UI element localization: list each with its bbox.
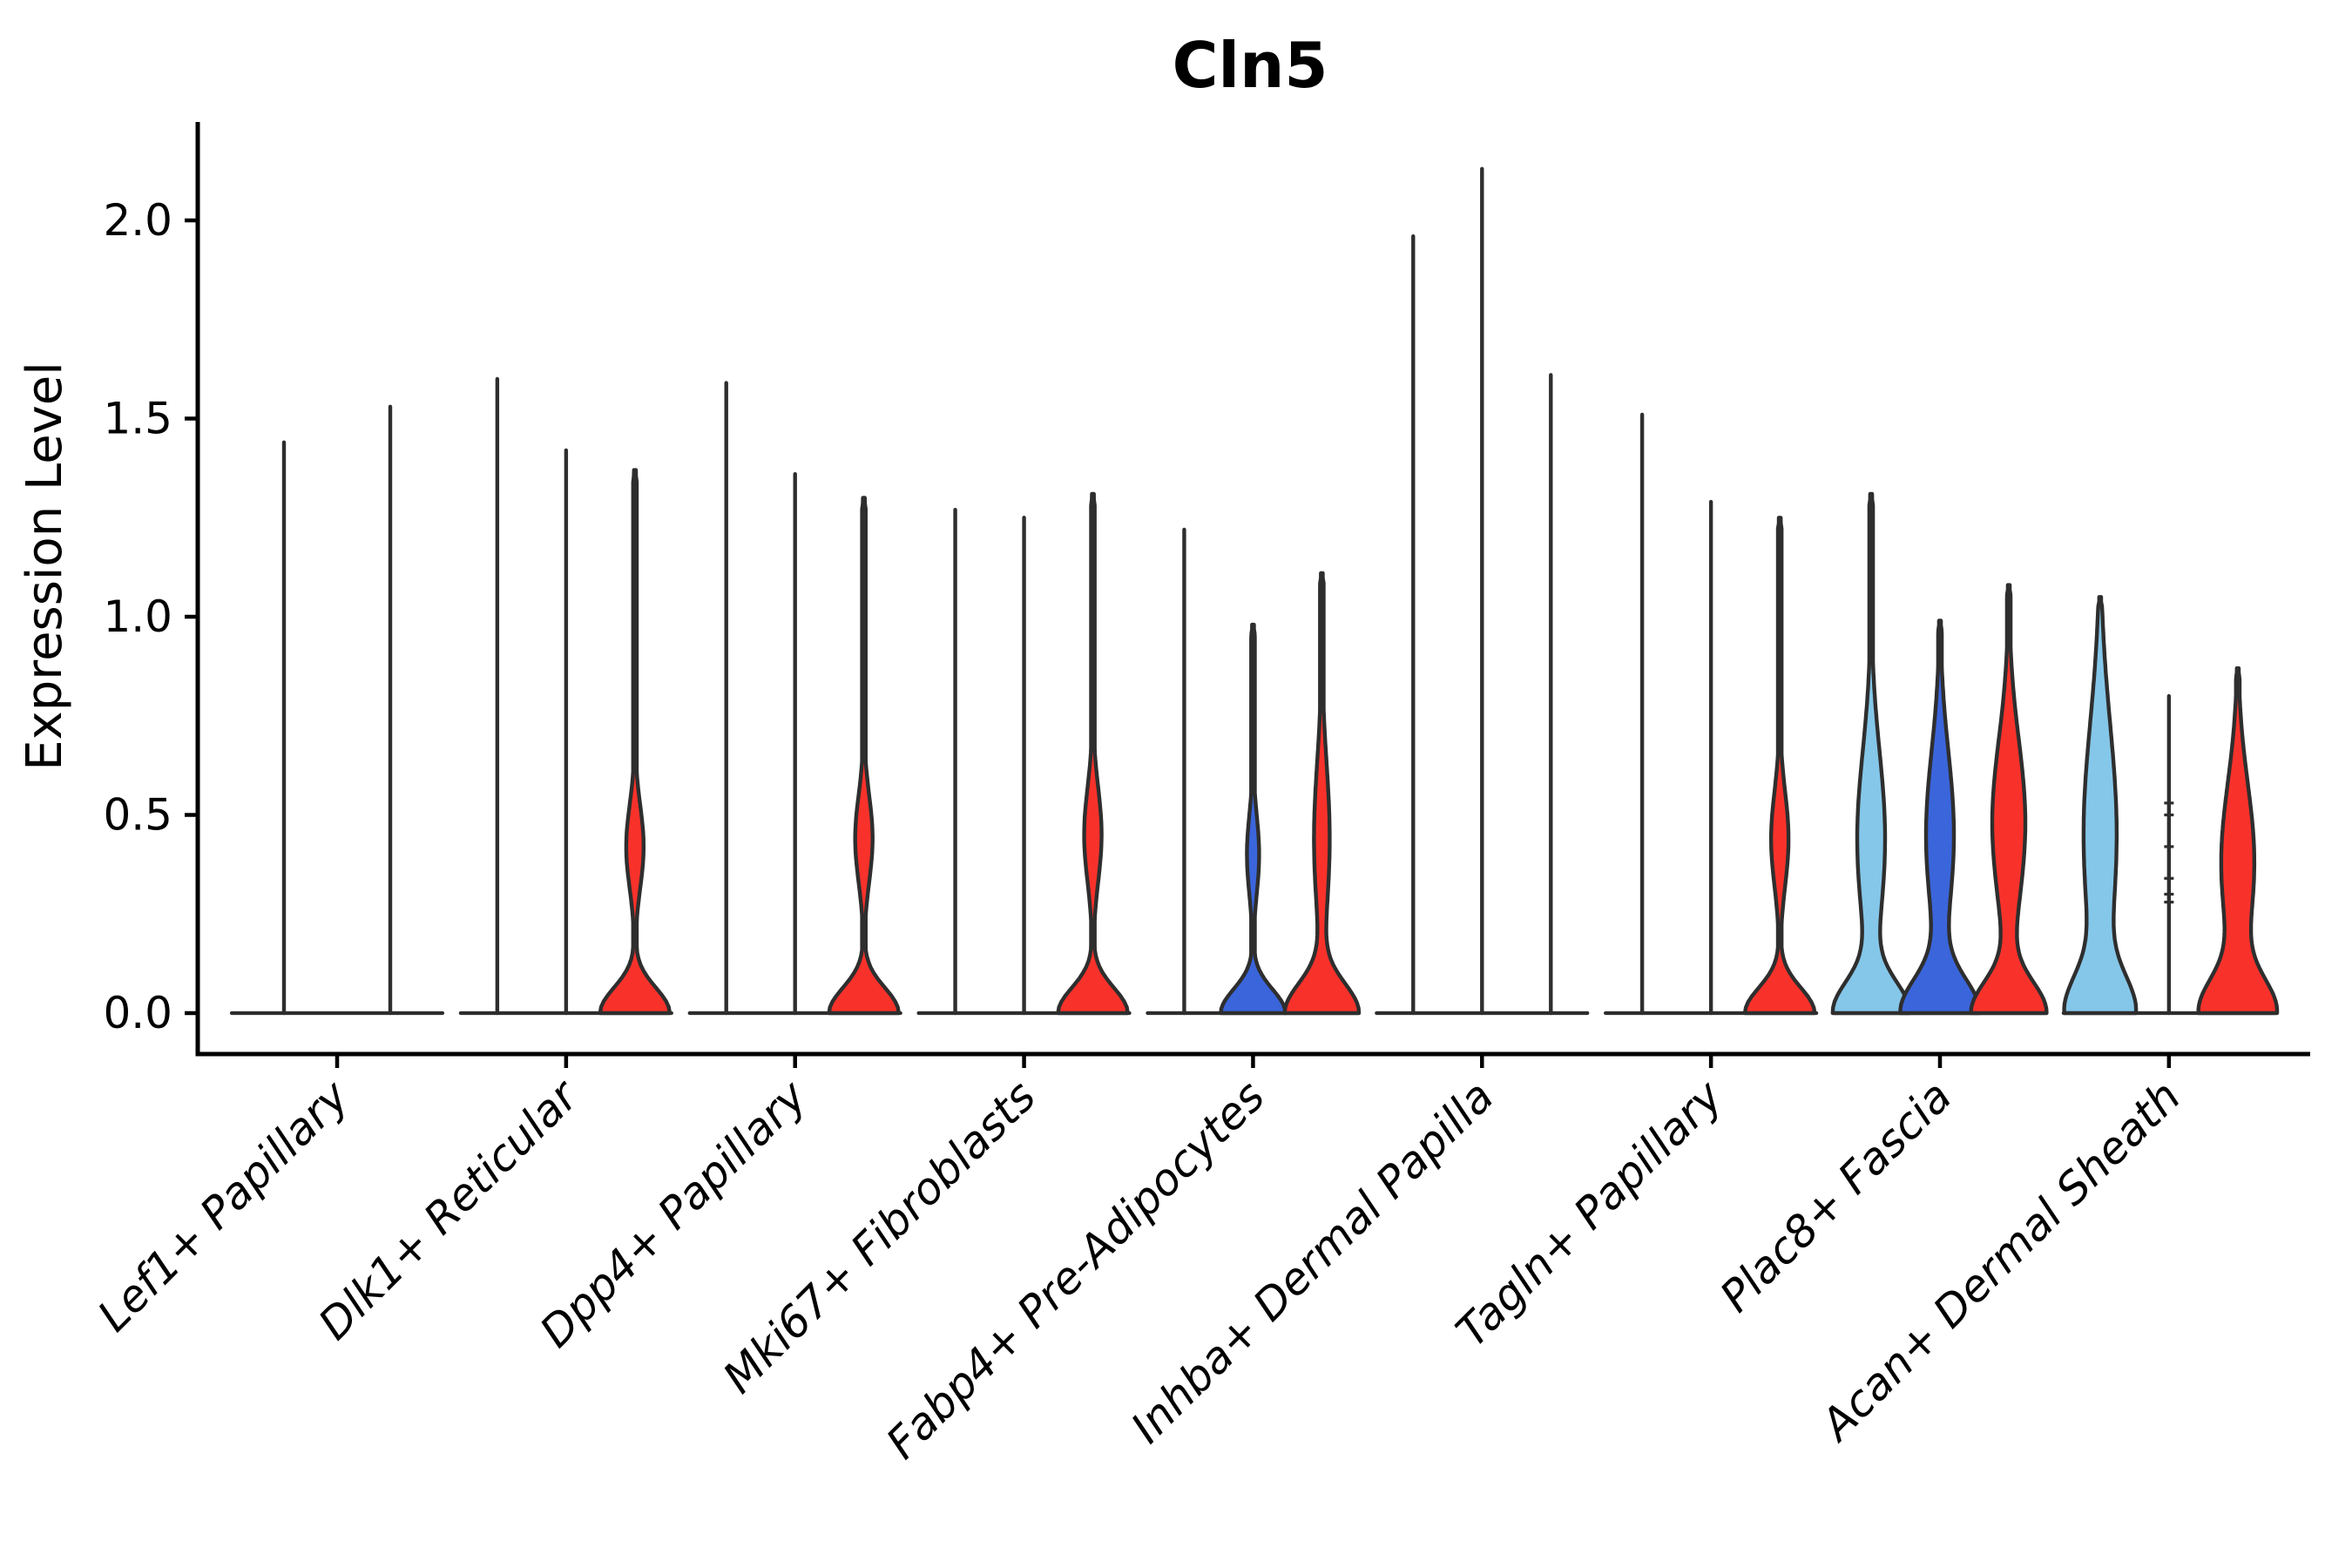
x-tick-label: Fabp4+ Pre-Adipocytes	[876, 1071, 1274, 1469]
violin-blue	[1898, 618, 1982, 1016]
chart-title: Cln5	[1173, 29, 1328, 102]
violin-group	[687, 381, 902, 1016]
violin-group	[916, 491, 1132, 1016]
violin-group	[229, 404, 445, 1016]
x-tick-label: Acan+ Dermal Sheath	[1809, 1071, 2190, 1451]
y-tick-label: 1.0	[103, 591, 172, 642]
x-tick-label: Inhba+ Dermal Papilla	[1121, 1071, 1503, 1452]
y-tick-label: 0.5	[103, 790, 172, 841]
violin-group	[1375, 166, 1590, 1016]
violin-group	[458, 376, 673, 1016]
x-tick-label: Lef1+ Papillary	[88, 1070, 359, 1341]
y-tick-label: 1.5	[103, 394, 172, 444]
violin-lightblue	[2062, 595, 2139, 1016]
violin-red	[1742, 516, 1817, 1016]
violin-red	[827, 496, 901, 1016]
y-axis-label: Expression Level	[17, 362, 73, 771]
violin-blue	[1219, 622, 1288, 1016]
violin-layer	[229, 166, 2280, 1016]
violin-group	[2061, 595, 2280, 1016]
violin-red	[1282, 571, 1362, 1016]
violin-group	[1604, 412, 1819, 1016]
violin-lightblue	[1830, 491, 1912, 1016]
violin-red	[598, 468, 672, 1016]
y-tick-label: 0.0	[103, 988, 172, 1038]
y-tick-label: 2.0	[103, 195, 172, 246]
violin-group	[1830, 491, 2049, 1016]
violin-red	[2196, 666, 2280, 1016]
violin-red	[1056, 491, 1130, 1016]
violin-red	[1969, 583, 2049, 1016]
x-tick-label: Plac8+ Fascia	[1711, 1071, 1962, 1321]
violin-group	[1146, 527, 1362, 1016]
